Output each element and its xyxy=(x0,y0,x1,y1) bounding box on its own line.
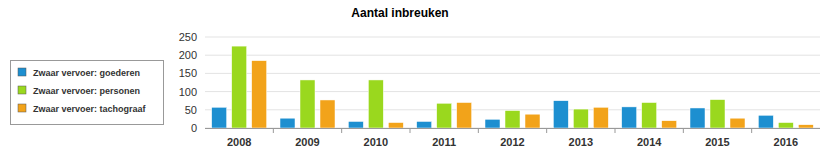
y-tick-label: 250 xyxy=(179,31,197,43)
legend-box xyxy=(11,61,164,125)
grid-line xyxy=(205,91,820,92)
bar xyxy=(320,100,335,128)
bar xyxy=(505,111,520,128)
x-tick-label: 2013 xyxy=(569,136,593,148)
x-tick-label: 2009 xyxy=(295,136,319,148)
bar xyxy=(642,103,657,128)
x-tick-label: 2014 xyxy=(637,136,662,148)
y-tick-label: 200 xyxy=(179,49,197,61)
bar xyxy=(758,115,773,128)
bar xyxy=(622,107,637,128)
grid-line xyxy=(205,73,820,74)
grid-line xyxy=(205,109,820,110)
bar xyxy=(348,121,363,128)
legend-swatch xyxy=(18,68,26,76)
bar xyxy=(300,80,315,128)
bar xyxy=(457,103,472,128)
bar xyxy=(388,123,403,128)
x-axis xyxy=(205,128,820,129)
grid-line xyxy=(205,55,820,56)
bar xyxy=(280,118,295,128)
title: Aantal inbreuken xyxy=(351,6,448,20)
x-tick-label: 2012 xyxy=(500,136,524,148)
x-tick-label: 2016 xyxy=(774,136,798,148)
grid-line xyxy=(205,37,820,38)
bar xyxy=(232,46,247,128)
chart: Aantal inbreuken 0 50 100 150 200 250 2008 2009 2… xyxy=(0,0,827,154)
legend-label: Zwaar vervoer: tachograaf xyxy=(33,104,147,114)
legend-swatch xyxy=(18,86,26,94)
bar xyxy=(710,100,725,128)
bar xyxy=(690,108,705,128)
x-tick-label: 2011 xyxy=(432,136,456,148)
bar xyxy=(417,121,432,128)
x-tick-label: 2015 xyxy=(705,136,729,148)
bar xyxy=(252,61,267,128)
bar xyxy=(525,114,540,128)
y-tick-label: 150 xyxy=(179,67,197,79)
legend-swatch xyxy=(18,104,26,112)
bar xyxy=(553,101,568,128)
y-tick-label: 100 xyxy=(179,86,197,98)
bar xyxy=(573,109,588,128)
bar xyxy=(593,107,608,128)
bar xyxy=(212,107,227,128)
y-tick-label: 0 xyxy=(191,122,197,134)
x-tick-label: 2008 xyxy=(227,136,251,148)
y-tick-label: 50 xyxy=(185,104,197,116)
bar xyxy=(730,118,745,128)
bars xyxy=(212,46,814,128)
legend-label: Zwaar vervoer: personen xyxy=(33,86,140,96)
bar xyxy=(485,119,500,128)
legend-label: Zwaar vervoer: goederen xyxy=(33,68,140,78)
bar xyxy=(437,103,452,128)
x-tick-label: 2010 xyxy=(364,136,388,148)
bar xyxy=(798,125,813,128)
bar xyxy=(662,121,677,128)
bar xyxy=(368,80,383,128)
bar xyxy=(778,123,793,128)
